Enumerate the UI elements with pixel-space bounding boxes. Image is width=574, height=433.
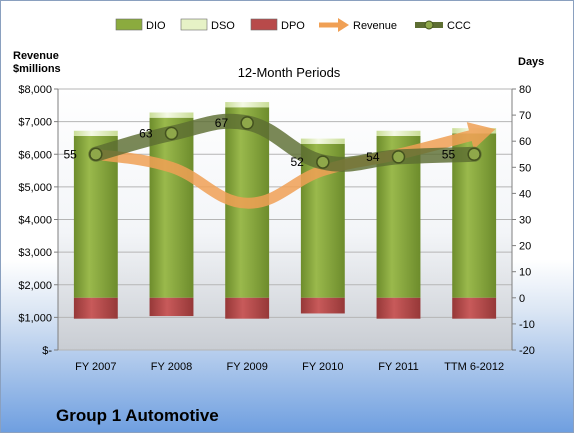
right-tick-label: 60 — [519, 136, 531, 148]
legend-label-ccc: CCC — [447, 20, 471, 32]
chart-title: 12-Month Periods — [238, 65, 341, 80]
ccc-line — [88, 113, 482, 172]
ccc-data-label: 55 — [63, 147, 77, 161]
legend-swatch-ccc-point — [424, 20, 434, 30]
right-tick-label: 20 — [519, 241, 531, 253]
ccc-point — [391, 150, 406, 164]
legend-label-revenue: Revenue — [353, 20, 397, 32]
legend-swatch-dio — [115, 18, 143, 31]
legend-label-dso: DSO — [211, 20, 235, 32]
bar-dso — [149, 112, 194, 118]
ccc-point — [316, 155, 330, 169]
ccc-point — [89, 147, 103, 161]
right-tick-label: 0 — [519, 293, 525, 305]
bar-dpo — [225, 297, 270, 319]
ccc-data-label: 67 — [215, 116, 229, 130]
ccc-data-label: 52 — [290, 155, 304, 169]
right-tick-label: -10 — [519, 319, 535, 331]
legend-swatch-dpo — [250, 18, 278, 31]
right-tick-label: 10 — [519, 267, 531, 279]
ccc-data-label: 55 — [442, 147, 456, 161]
category-label: TTM 6-2012 — [444, 361, 504, 373]
right-tick-label: 50 — [519, 162, 531, 174]
right-tick-label: 30 — [519, 215, 531, 227]
bar-dso — [300, 138, 345, 144]
category-label: FY 2007 — [75, 361, 116, 373]
legend-label-dpo: DPO — [281, 20, 305, 32]
left-tick-label: $7,000 — [18, 117, 52, 129]
category-label: FY 2008 — [151, 361, 192, 373]
ccc-point — [164, 126, 179, 141]
legend-label-dio: DIO — [146, 20, 166, 32]
ccc-point — [467, 147, 481, 161]
right-tick-label: -20 — [519, 345, 535, 357]
ccc-series — [88, 113, 482, 172]
left-tick-label: $5,000 — [18, 182, 52, 194]
bar-dso — [376, 130, 421, 136]
ccc-point — [240, 116, 254, 130]
left-tick-label: $- — [42, 345, 52, 357]
bar-dio — [149, 117, 194, 298]
left-axis-title: Revenue — [13, 50, 59, 62]
legend-swatch-dso — [180, 18, 208, 31]
left-tick-label: $3,000 — [18, 247, 52, 259]
bar-dio — [73, 135, 118, 298]
left-tick-label: $2,000 — [18, 280, 52, 292]
legend-swatch-revenue-head — [338, 18, 349, 32]
right-axis-title: Days — [518, 56, 544, 68]
right-tick-label: 80 — [519, 84, 531, 96]
revenue-arrowhead — [466, 122, 496, 150]
category-label: FY 2010 — [302, 361, 343, 373]
bar-dpo — [149, 297, 194, 317]
category-label: FY 2011 — [378, 361, 419, 373]
category-label: FY 2009 — [226, 361, 267, 373]
bar-dso — [225, 102, 270, 108]
bar-dpo — [73, 297, 118, 319]
right-tick-label: 40 — [519, 188, 531, 200]
bar-dpo — [300, 297, 345, 314]
ccc-data-label: 63 — [139, 126, 153, 140]
left-axis-title: $millions — [13, 63, 61, 75]
company-label: Group 1 Automotive — [56, 406, 219, 425]
left-tick-label: $1,000 — [18, 312, 52, 324]
left-tick-label: $4,000 — [18, 215, 52, 227]
bar-dpo — [452, 297, 497, 319]
bar-dso — [73, 130, 118, 136]
left-tick-label: $6,000 — [18, 149, 52, 161]
ccc-data-label: 54 — [366, 150, 380, 164]
left-tick-label: $8,000 — [18, 84, 52, 96]
right-tick-label: 70 — [519, 110, 531, 122]
bar-dpo — [376, 297, 421, 319]
